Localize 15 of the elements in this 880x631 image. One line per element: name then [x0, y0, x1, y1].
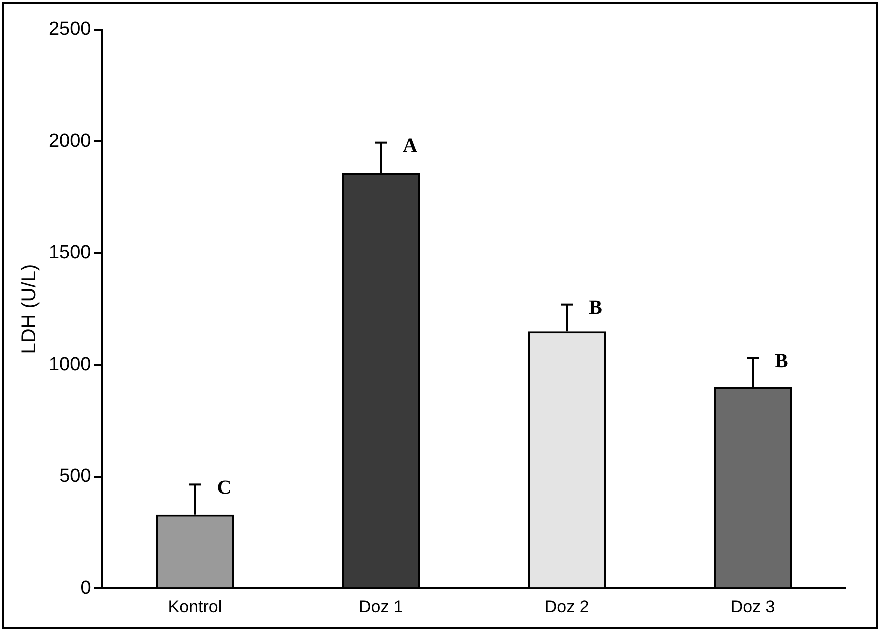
y-tick-label: 0 — [80, 578, 92, 599]
annotation: B — [775, 350, 788, 373]
annotation: A — [403, 135, 418, 158]
annotation: C — [217, 476, 232, 499]
y-tick-label: 2000 — [48, 130, 92, 152]
y-axis-title: LDH (U/L) — [18, 264, 41, 354]
x-tick-label: Doz 2 — [544, 597, 590, 616]
x-tick-label: Kontrol — [168, 597, 222, 616]
y-tick-label: 1000 — [48, 354, 92, 376]
y-tick-label: 1500 — [48, 242, 92, 264]
x-tick-label: Doz 1 — [358, 597, 404, 616]
x-tick-label: Doz 3 — [730, 597, 776, 616]
y-tick-label: 500 — [60, 466, 92, 488]
y-tick-label: 2500 — [48, 19, 92, 40]
annotation: B — [589, 297, 602, 320]
